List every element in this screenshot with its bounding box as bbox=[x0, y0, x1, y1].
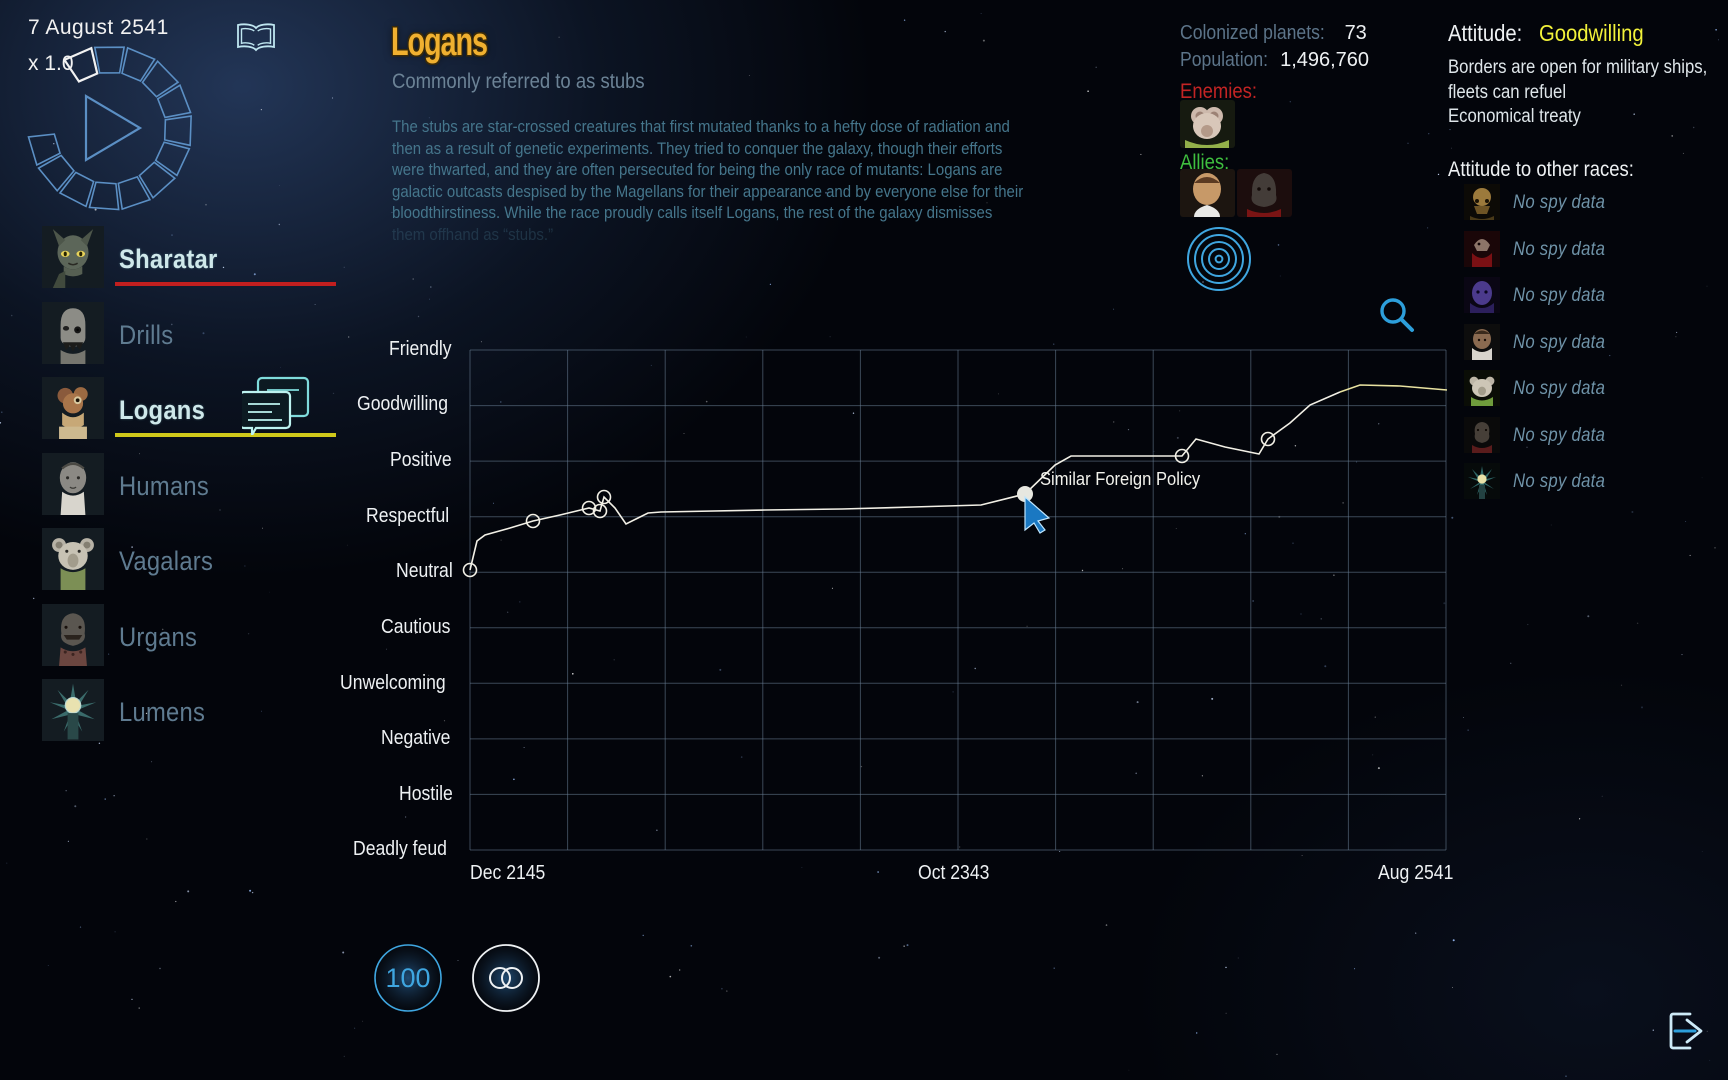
svg-text:100: 100 bbox=[385, 963, 430, 993]
